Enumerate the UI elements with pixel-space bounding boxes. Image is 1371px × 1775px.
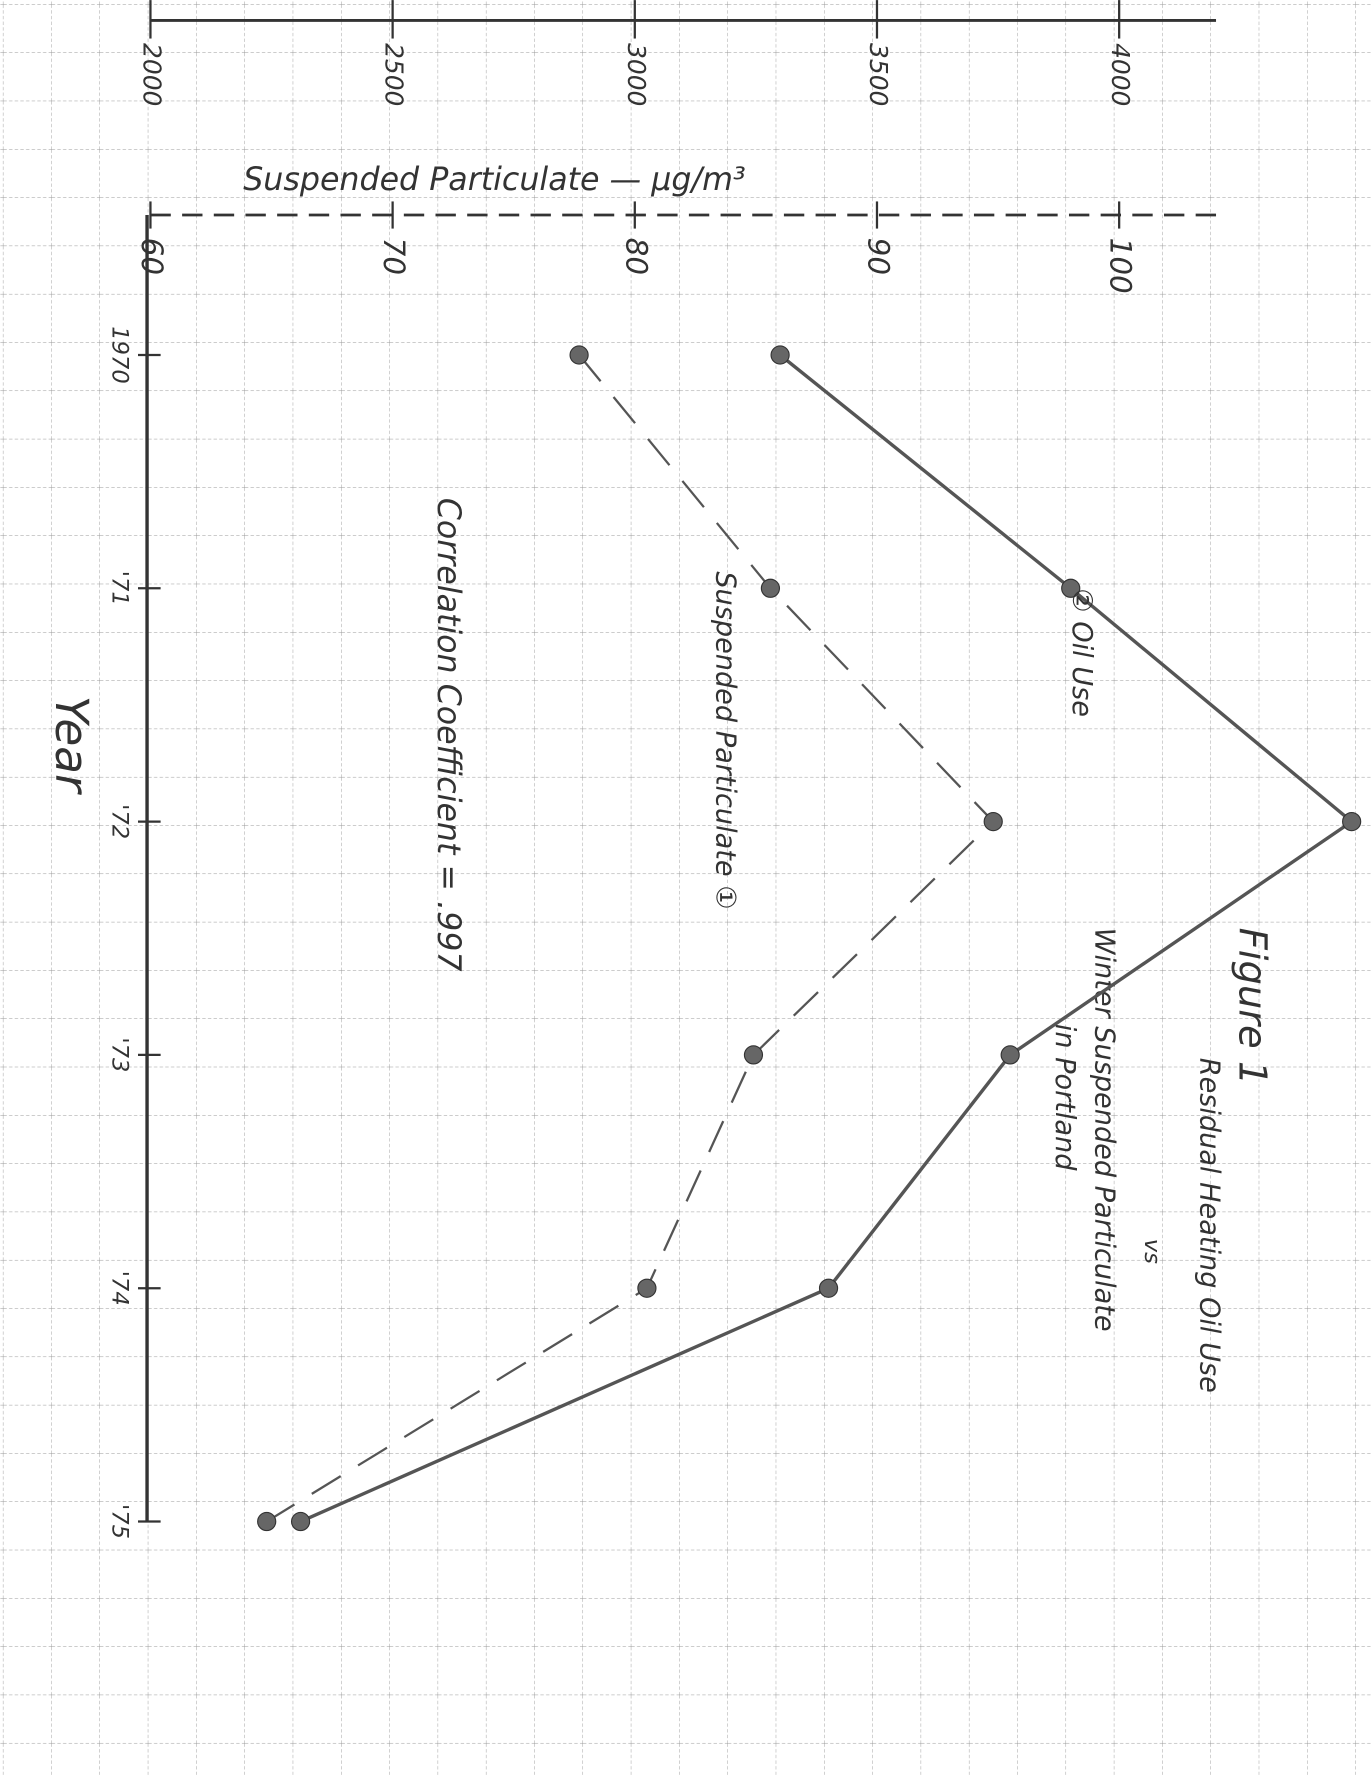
data-point [258, 1512, 276, 1530]
x-tick-label: '73 [106, 1037, 132, 1072]
y2-tick-label: 3500 [864, 43, 893, 106]
x-tick-label: '74 [106, 1271, 132, 1306]
subtitle: in Portland [1049, 1024, 1080, 1171]
y2-tick-label: 2000 [137, 43, 166, 106]
data-point [984, 813, 1002, 831]
series-label: Suspended Particulate ① [709, 571, 740, 909]
subtitle: Winter Suspended Particulate [1088, 928, 1119, 1332]
data-point [819, 1279, 837, 1297]
x-tick-label: '72 [106, 804, 132, 839]
data-point [761, 579, 779, 597]
x-tick-label: 1970 [106, 326, 132, 384]
data-point [1343, 813, 1361, 831]
y2-tick-label: 2500 [380, 43, 409, 106]
chart-title: Figure 1 [1229, 928, 1274, 1086]
chart: Figure 1 Residual Heating Oil Use vs Win… [0, 0, 1371, 1775]
data-point [570, 346, 588, 364]
data-point [771, 346, 789, 364]
x-tick-label: '71 [106, 571, 132, 606]
graph-paper [0, 0, 1371, 1775]
subtitle: Residual Heating Oil Use [1194, 1058, 1225, 1393]
x-axis-title: Year [45, 696, 98, 795]
annotation: Correlation Coefficient = .997 [430, 498, 466, 972]
series-label: ② Oil Use [1066, 588, 1097, 717]
y2-tick-label: 3000 [622, 43, 651, 106]
y2-tick-label: 4000 [1106, 43, 1135, 106]
y-tick-label: 90 [861, 238, 895, 275]
data-point [638, 1279, 656, 1297]
y-tick-label: 70 [377, 238, 411, 275]
y-tick-label: 80 [619, 238, 653, 275]
y-axis-title: Suspended Particulate — µg/m³ [243, 162, 745, 198]
subtitle: vs [1139, 1239, 1165, 1264]
x-tick-label: '75 [106, 1504, 132, 1539]
y-tick-label: 100 [1104, 238, 1138, 294]
page: {"chart_data":{"type":"line", "title":"F… [0, 0, 1371, 1775]
data-point [744, 1046, 762, 1064]
data-point [292, 1512, 310, 1530]
data-point [1001, 1046, 1019, 1064]
y-tick-label: 60 [135, 238, 169, 275]
